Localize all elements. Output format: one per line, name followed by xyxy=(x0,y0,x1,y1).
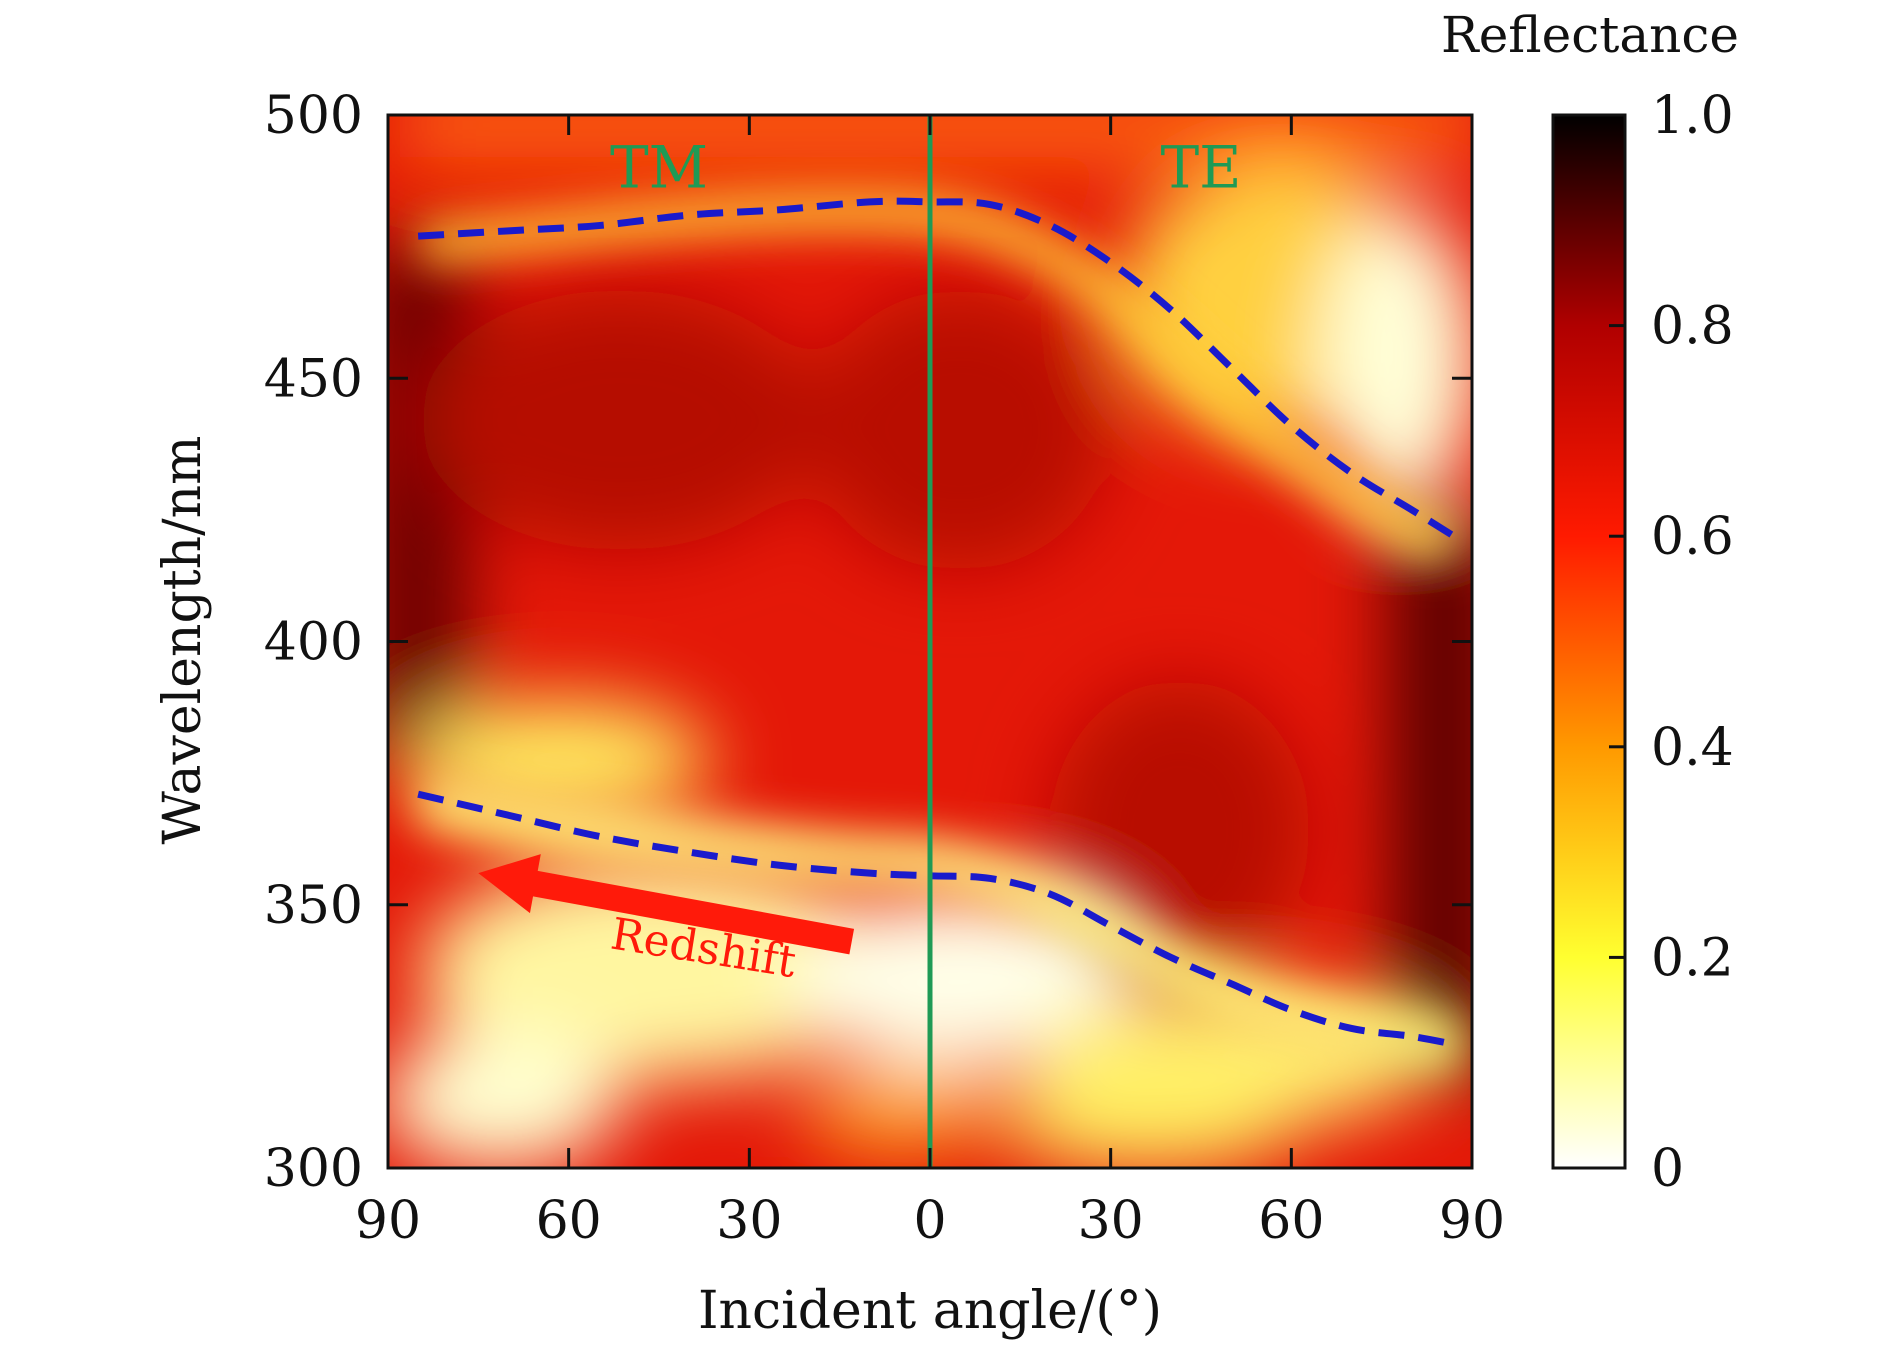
region-label-te: TE xyxy=(1160,134,1241,202)
y-tick-label: 450 xyxy=(264,349,363,409)
colorbar-tick-label: 0 xyxy=(1651,1139,1684,1199)
x-axis: 90 60 30 0 30 60 90 xyxy=(355,115,1505,1251)
y-tick-label: 350 xyxy=(264,876,363,936)
colorbar-tick-label: 0.4 xyxy=(1651,718,1734,778)
y-tick-label: 300 xyxy=(264,1139,363,1199)
x-tick-label: 60 xyxy=(536,1191,602,1251)
redshift-arrow xyxy=(478,854,855,955)
series-layer xyxy=(417,197,1456,1048)
colorbar-tick-label: 0.6 xyxy=(1651,507,1734,567)
x-tick-label: 0 xyxy=(913,1191,946,1251)
colorbar-tick-label: 0.2 xyxy=(1651,928,1734,988)
series-line-1 xyxy=(417,197,1456,540)
x-axis-title: Incident angle/(°) xyxy=(698,1281,1162,1341)
colorbar xyxy=(1551,113,1627,1170)
colorbar-ticks: 0 0.2 0.4 0.6 0.8 1.0 xyxy=(1609,86,1734,1199)
y-axis-title: Wavelength/nm xyxy=(153,436,213,845)
y-tick-label: 400 xyxy=(264,613,363,673)
x-tick-label: 90 xyxy=(1439,1191,1505,1251)
colorbar-title: Reflectance xyxy=(1441,6,1739,64)
x-tick-label: 60 xyxy=(1258,1191,1324,1251)
colorbar-tick-label: 1.0 xyxy=(1651,86,1734,146)
y-axis: 300 350 400 450 500 xyxy=(264,86,1472,1199)
y-tick-label: 500 xyxy=(264,86,363,146)
colorbar-tick-label: 0.8 xyxy=(1651,297,1734,357)
region-label-tm: TM xyxy=(610,134,708,202)
series-line-2 xyxy=(417,790,1455,1048)
x-tick-label: 30 xyxy=(716,1191,782,1251)
x-tick-label: 30 xyxy=(1078,1191,1144,1251)
x-tick-label: 90 xyxy=(355,1191,421,1251)
